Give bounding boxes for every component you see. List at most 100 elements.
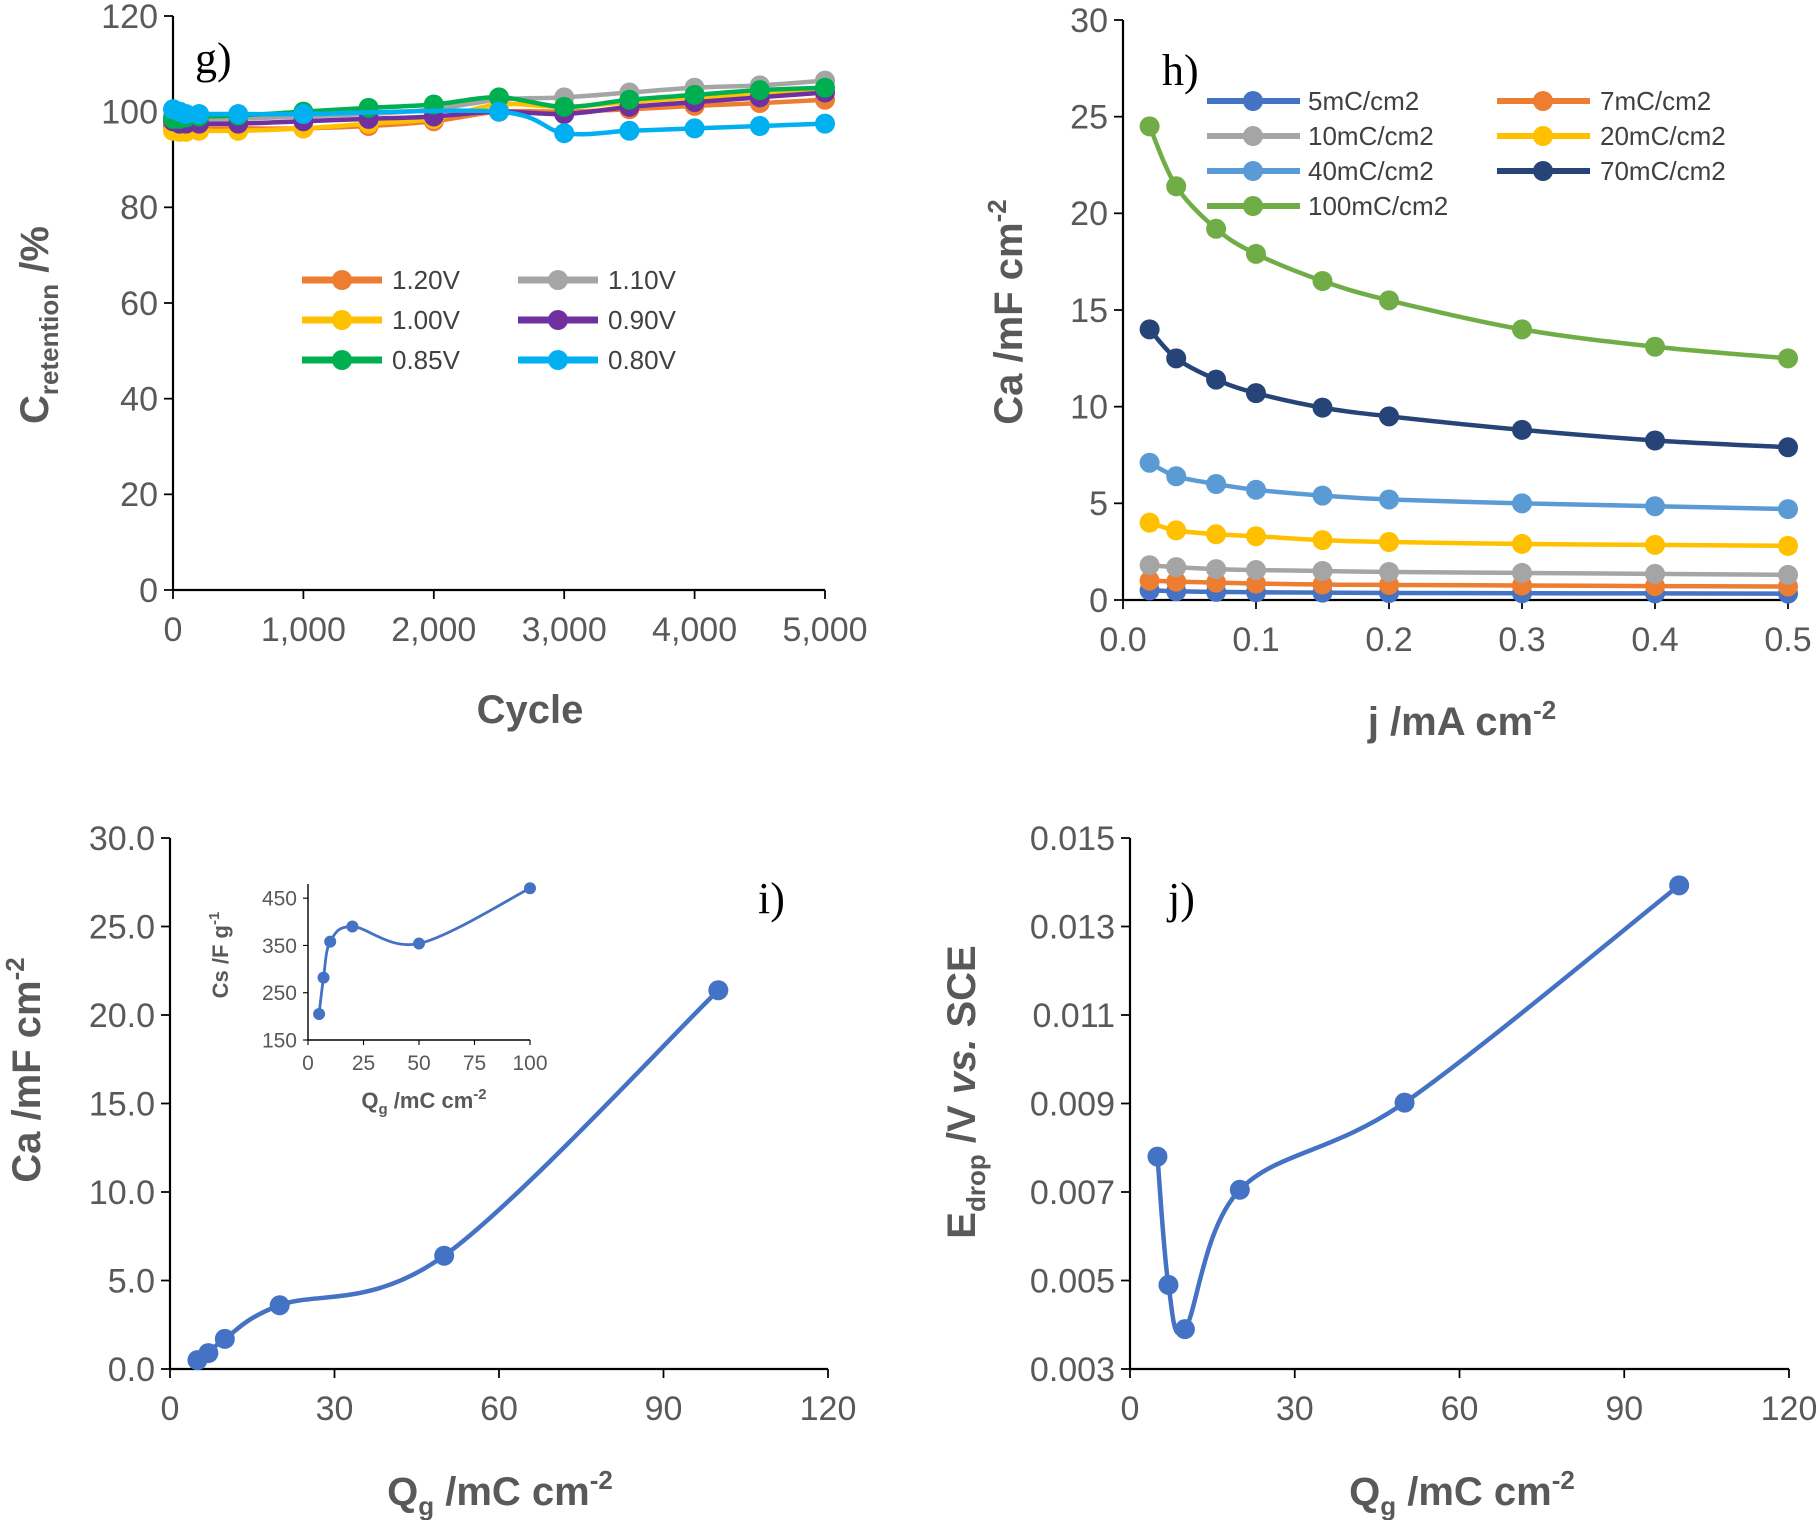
panel-h-series-line-40mc-cm2 — [1148, 460, 1789, 512]
panel-h-data-point-7mc-cm2 — [1139, 570, 1160, 591]
panel-h-label: h) — [1162, 46, 1199, 95]
legend-label-100mc: 100mC/cm2 — [1308, 191, 1448, 221]
panel-h-data-point-10mc-cm2 — [1312, 561, 1333, 581]
legend-label-70mc: 70mC/cm2 — [1600, 156, 1726, 186]
panel-h-data-point-70mc-cm2 — [1379, 406, 1399, 427]
panel-h-series-line-7mc-cm2 — [1149, 578, 1789, 589]
panel-j-series-line-edrop — [1155, 883, 1681, 1336]
panel-j-y-tick-label: 0.007 — [1030, 1174, 1115, 1212]
panel-h-x-tick-label: 0.0 — [1099, 621, 1146, 659]
panel-i-y-tick-label: 10.0 — [89, 1174, 155, 1212]
panel-g: 0 20 40 60 80 100 120 0 1,000 2,000 3,000 4,000 5,00… — [13, 0, 868, 732]
panel-j-y-tick-label: 0.013 — [1030, 908, 1115, 946]
panel-j-x-tick-label: 0 — [1121, 1390, 1140, 1428]
panel-g-label: g) — [195, 34, 232, 83]
panel-h-x-tick-label: 0.1 — [1232, 621, 1279, 659]
panel-h-data-point-20mc-cm2 — [1139, 512, 1160, 533]
inset-data-point-cs — [313, 1008, 326, 1020]
panel-h-data-point-70mc-cm2 — [1312, 397, 1333, 418]
inset-data-point-cs — [524, 882, 536, 895]
legend-marker-0-85v — [332, 350, 352, 370]
panel-h-data-point-40mc-cm2 — [1246, 479, 1266, 500]
inset-x-tick-label: 75 — [463, 1052, 486, 1075]
inset-background — [250, 872, 550, 1086]
panel-g-y-tick-label: 0 — [139, 572, 158, 610]
inset-y-tick-label: 250 — [262, 982, 297, 1005]
panel-g-y-tick-label: 60 — [120, 285, 158, 323]
panel-i-xlabel-main: Q — [387, 1470, 418, 1514]
panel-j-ylabel-italic: vs. — [940, 1039, 984, 1095]
legend-label-0-85v: 0.85V — [392, 345, 461, 375]
inset-x-tick-label: 100 — [512, 1052, 547, 1075]
legend-label-20mc: 20mC/cm2 — [1600, 121, 1726, 151]
panel-i-data-point-ca — [269, 1295, 290, 1316]
panel-h-data-point-70mc-cm2 — [1166, 348, 1187, 369]
panel-h-x-tick-label: 0.2 — [1365, 621, 1412, 659]
panel-i-ylabel-sup: -2 — [0, 957, 30, 980]
legend-marker-7mc — [1533, 91, 1553, 111]
inset-x-tick-label: 0 — [302, 1052, 314, 1075]
legend-label-7mc: 7mC/cm2 — [1600, 86, 1711, 116]
panel-j-data-point-edrop — [1147, 1146, 1168, 1167]
panel-h-data-point-40mc-cm2 — [1645, 496, 1665, 517]
panel-g-data-point-0-85v — [815, 77, 835, 98]
panel-h-data-point-20mc-cm2 — [1778, 535, 1798, 556]
inset-ylabel-sup: -1 — [206, 912, 223, 925]
panel-j-x-tick-label: 90 — [1605, 1390, 1643, 1428]
panel-i-y-tick-label: 30.0 — [89, 820, 155, 858]
panel-h-y-tick-label: 25 — [1070, 99, 1108, 137]
panel-g-data-point-0-80v — [228, 104, 249, 125]
inset-data-point-cs — [346, 920, 359, 933]
inset-data-point-cs — [317, 971, 330, 984]
panel-j-y-tick-label: 0.015 — [1030, 820, 1115, 858]
panel-h-data-point-40mc-cm2 — [1139, 452, 1160, 473]
panel-h-data-point-10mc-cm2 — [1206, 559, 1227, 580]
panel-g-data-point-0-85v — [554, 96, 575, 117]
inset-x-tick-label: 25 — [352, 1052, 375, 1075]
panel-g-data-point-0-80v — [554, 123, 575, 144]
legend-marker-1-20v — [332, 270, 352, 290]
inset-y-axis-label: Cs /F g-1 — [206, 912, 233, 999]
legend-label-10mc: 10mC/cm2 — [1308, 121, 1434, 151]
panel-i-y-tick-label: 20.0 — [89, 997, 155, 1035]
panel-g-y-axis-label: Cretention /% — [13, 226, 64, 424]
panel-i-data-point-ca — [434, 1245, 455, 1266]
panel-g-data-point-0-80v — [684, 118, 705, 139]
panel-h-data-point-20mc-cm2 — [1206, 524, 1227, 545]
panel-j-y-tick-label: 0.011 — [1032, 997, 1115, 1035]
panel-h-data-point-70mc-cm2 — [1246, 383, 1266, 404]
panel-g-ylabel-sub: retention — [34, 284, 64, 395]
panel-i-x-tick-label: 30 — [316, 1390, 354, 1428]
legend-label-0-80v: 0.80V — [608, 345, 677, 375]
panel-g-y-tick-label: 120 — [101, 0, 158, 36]
panel-j-y-tick-label: 0.009 — [1030, 1085, 1115, 1123]
panel-h-data-point-10mc-cm2 — [1166, 557, 1187, 578]
legend-marker-1-10v — [548, 270, 568, 290]
inset-xlabel-main: Q — [361, 1088, 378, 1113]
inset-ylabel-main: Cs /F g — [208, 925, 233, 998]
panel-h-series-line-20mc-cm2 — [1148, 520, 1789, 549]
panel-g-data-point-0-85v — [619, 89, 640, 110]
legend-label-1-10v: 1.10V — [608, 265, 677, 295]
legend-marker-20mc — [1533, 126, 1553, 146]
panel-h: 0 5 10 15 20 25 30 0.0 0.1 0.2 0.3 0.4 0.5 h) j /mA … — [982, 2, 1812, 744]
panel-g-x-tick-label: 3,000 — [522, 611, 607, 649]
panel-h-data-point-10mc-cm2 — [1778, 564, 1798, 585]
panel-i-data-point-ca — [708, 980, 729, 1001]
panel-g-data-point-0-85v — [489, 87, 509, 108]
panel-h-data-point-10mc-cm2 — [1645, 563, 1665, 584]
panel-i-xlabel-sup: -2 — [590, 1465, 613, 1495]
panel-h-data-point-20mc-cm2 — [1379, 532, 1399, 552]
panel-h-marks: 0 5 10 15 20 25 30 0.0 0.1 0.2 0.3 0.4 0.5 — [1070, 2, 1811, 659]
legend-marker-40mc — [1243, 161, 1263, 181]
panel-g-y-tick-label: 100 — [101, 94, 158, 132]
panel-i-x-tick-label: 120 — [800, 1390, 857, 1428]
panel-j-y-tick-label: 0.003 — [1030, 1351, 1115, 1389]
panel-h-data-point-70mc-cm2 — [1206, 369, 1227, 390]
panel-h-data-point-40mc-cm2 — [1166, 466, 1187, 487]
panel-h-data-point-100mc-cm2 — [1206, 218, 1227, 239]
panel-h-data-point-20mc-cm2 — [1312, 530, 1333, 551]
panel-h-y-tick-label: 30 — [1070, 2, 1108, 40]
panel-h-ylabel-sup: -2 — [982, 199, 1012, 222]
panel-h-data-point-100mc-cm2 — [1778, 348, 1798, 369]
